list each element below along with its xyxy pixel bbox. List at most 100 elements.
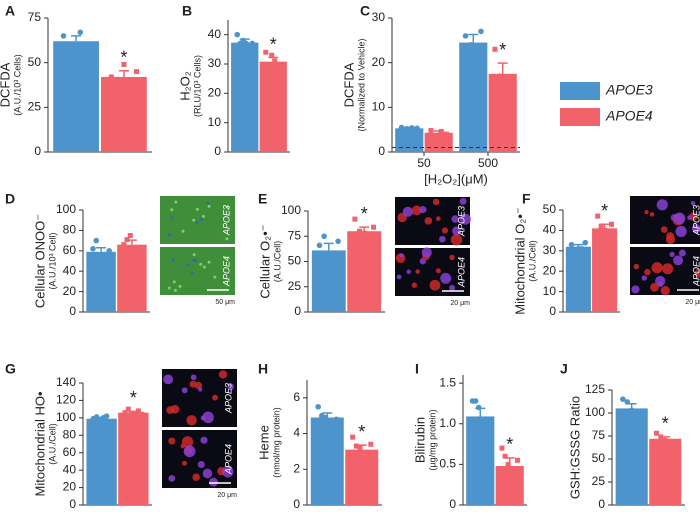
bar <box>395 128 424 152</box>
y-tick-label: 20 <box>543 263 557 277</box>
data-point <box>364 461 370 467</box>
micrograph-spot <box>411 205 422 216</box>
data-point <box>325 258 332 265</box>
image-label: APOE3 <box>221 205 231 236</box>
micrograph-spot <box>218 370 228 379</box>
scale-label: 50 μm <box>215 299 235 306</box>
bar <box>592 228 618 312</box>
data-point <box>467 42 474 48</box>
micrograph-spot <box>678 249 686 257</box>
panel-letter: I <box>415 361 419 377</box>
data-point <box>137 248 143 254</box>
data-point <box>129 411 135 416</box>
micrograph-spot <box>450 234 463 246</box>
panel-letter: F <box>522 191 531 207</box>
micrograph-spot <box>194 258 198 262</box>
micrograph-spot <box>411 282 418 288</box>
y-axis-label: DCFDA <box>341 62 356 107</box>
y-axis-sublabel: (A.U./Cell) <box>47 423 57 465</box>
image-label: APOE3 <box>691 205 700 236</box>
micrograph-spot <box>212 394 218 401</box>
error-bar <box>118 69 129 77</box>
micrograph-spot <box>673 212 686 225</box>
data-point <box>69 42 75 48</box>
data-point <box>409 125 415 131</box>
micrograph-spot <box>200 436 208 444</box>
y-axis-label: Heme <box>256 425 271 460</box>
data-point <box>499 445 505 451</box>
y-tick-label: 50 <box>288 254 302 268</box>
y-tick-label: 40 <box>543 223 557 237</box>
data-point <box>492 46 498 52</box>
data-point <box>508 474 514 480</box>
data-point <box>135 408 141 414</box>
y-tick-label: 10 <box>543 284 557 298</box>
y-tick-label: 10 <box>372 100 386 114</box>
y-tick-label: 80 <box>63 223 77 237</box>
data-point <box>249 40 256 47</box>
bar <box>424 132 453 152</box>
data-point <box>121 61 127 67</box>
micrograph-spot <box>691 224 700 234</box>
data-point <box>357 228 363 234</box>
y-tick-label: 25 <box>28 100 42 114</box>
micrograph-spot <box>202 468 213 479</box>
y-tick-label: 0.5 <box>439 457 456 471</box>
data-point <box>609 221 615 227</box>
data-point <box>93 237 100 244</box>
micrograph-spot <box>633 263 640 270</box>
micrograph-spot <box>662 263 674 275</box>
y-tick-label: 0 <box>449 497 456 511</box>
y-tick-label: 80 <box>63 427 77 441</box>
micrograph-spot <box>168 475 176 482</box>
micrograph-spot <box>435 216 441 222</box>
panel-letter: D <box>5 191 15 207</box>
micrograph-spot <box>207 260 211 264</box>
data-point <box>103 413 110 419</box>
y-axis-label: Cellular O₂•⁻ <box>257 224 272 298</box>
data-point <box>77 29 84 36</box>
error-bar <box>71 35 82 42</box>
micrograph-spot <box>656 199 668 211</box>
data-point <box>361 456 367 462</box>
y-axis-label: Mitochondrial HO• <box>32 391 47 496</box>
y-tick-label: 25 <box>288 279 302 293</box>
bar <box>86 418 117 505</box>
micrograph-spot <box>167 286 171 290</box>
panel-letter: A <box>5 3 15 19</box>
y-tick-label: 0 <box>294 304 301 318</box>
micrograph-spot <box>190 271 194 275</box>
micrograph-spot <box>226 206 230 210</box>
legend-label: APOE4 <box>605 108 653 124</box>
micrograph-spot <box>424 217 433 225</box>
y-tick-label: 75 <box>28 10 42 24</box>
micrograph-spot <box>690 201 696 206</box>
micrograph-spot <box>649 212 655 217</box>
data-point <box>443 131 449 137</box>
y-axis-sublabel: (A.U./Cell) <box>527 240 537 282</box>
y-tick-label: 30 <box>372 10 386 24</box>
data-point <box>628 407 635 414</box>
y-axis-label: DCFDA <box>0 62 12 107</box>
micrograph-spot <box>449 284 456 291</box>
micrograph-spot <box>222 465 234 478</box>
y-tick-label: 0 <box>549 304 556 318</box>
micrograph-spot <box>641 275 648 281</box>
legend-swatch <box>560 82 600 100</box>
data-point <box>505 461 511 467</box>
error-bar <box>497 62 508 74</box>
micrograph-spot <box>192 473 200 481</box>
micrograph-spot <box>421 247 432 258</box>
data-point <box>438 128 444 134</box>
significance: * <box>662 414 669 434</box>
micrograph-spot <box>660 285 670 296</box>
panel-letter: G <box>5 361 16 377</box>
micrograph-spot <box>209 477 218 487</box>
micrograph-spot <box>675 225 687 238</box>
legend-swatch <box>560 108 600 126</box>
micrograph-spot <box>168 437 176 445</box>
micrograph-spot <box>631 285 640 294</box>
data-point <box>275 64 281 70</box>
y-tick-label: 20 <box>208 86 222 100</box>
